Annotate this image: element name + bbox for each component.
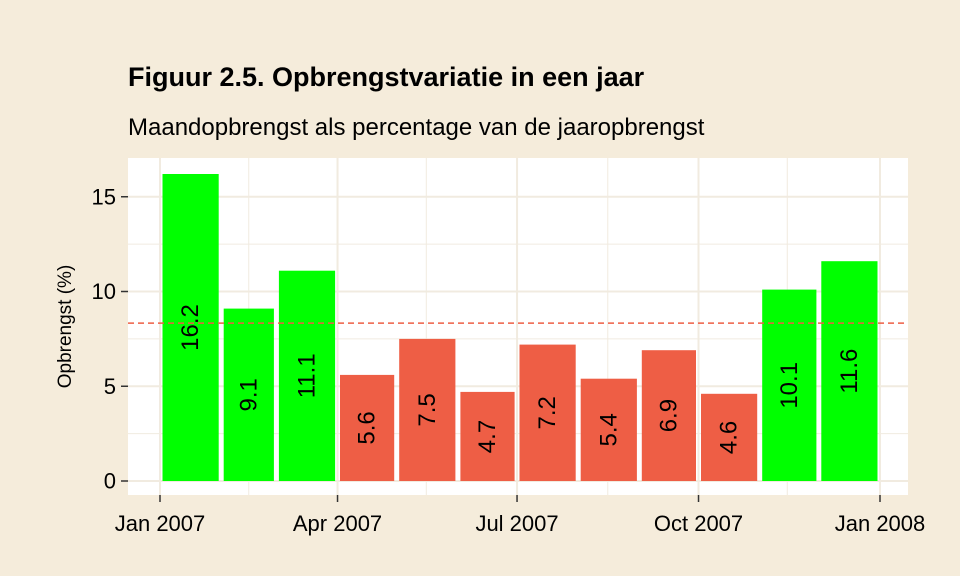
bar [580,378,637,481]
bars: 16.2 9.1 11.1 5.6 7.5 4.7 7.2 5.4 6.9 4.6 10.1 11.6 [162,174,878,481]
bar [641,350,696,481]
y-tick-label: 15 [92,184,116,209]
bar-value-label: 9.1 [235,378,262,411]
x-axis: Jan 2007 Apr 2007 Jul 2007 Oct 2007 Jan 2008 [115,495,926,536]
bar-value-label: 7.5 [414,393,441,426]
y-axis-label: Opbrengst (%) [55,265,76,389]
y-tick-label: 10 [92,279,116,304]
bar [519,344,576,481]
bar-value-label: 5.4 [595,413,622,446]
bar [162,174,219,481]
x-tick-label: Oct 2007 [654,511,743,536]
bar [399,338,456,481]
bar-value-label: 16.2 [177,304,204,351]
bar-value-label: 5.6 [354,411,381,444]
x-tick-label: Apr 2007 [293,511,382,536]
bar [460,391,515,481]
y-tick-label: 0 [104,469,116,494]
y-axis: 0 5 10 15 [92,184,128,494]
bar-value-label: 4.6 [716,421,743,454]
bar [701,393,758,481]
bar-value-label: 7.2 [534,396,561,429]
x-tick-label: Jul 2007 [475,511,558,536]
bar-value-label: 11.1 [294,353,321,398]
bar-value-label: 4.7 [474,420,501,453]
x-tick-label: Jan 2008 [835,511,926,536]
chart-title: Figuur 2.5. Opbrengstvariatie in een jaa… [128,62,645,92]
bar [223,308,274,481]
bar [762,289,817,481]
bar-value-label: 11.6 [836,349,863,394]
y-tick-label: 5 [104,374,116,399]
bar [340,374,395,481]
chart-subtitle: Maandopbrengst als percentage van de jaa… [128,114,705,141]
bar [821,261,878,481]
bar-value-label: 10.1 [776,362,803,409]
bar [278,270,336,481]
x-tick-label: Jan 2007 [115,511,206,536]
bar-value-label: 6.9 [655,399,682,432]
